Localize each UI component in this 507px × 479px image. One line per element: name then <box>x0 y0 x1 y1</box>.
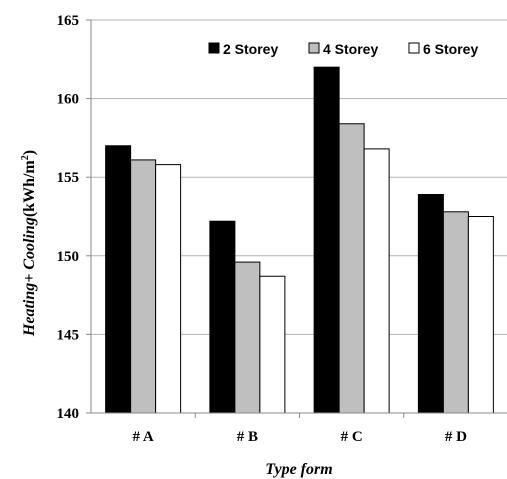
y-tick-label: 140 <box>57 406 80 422</box>
y-tick-label: 150 <box>57 249 80 265</box>
bar-4-3 <box>467 216 494 414</box>
bar-3-1 <box>313 66 340 414</box>
bar-1-1 <box>105 145 132 414</box>
legend-swatch <box>208 42 220 54</box>
bars <box>105 66 494 414</box>
y-axis-title: Heating+ Cooling(kWh/m2) <box>20 150 38 337</box>
y-tick-label: 160 <box>57 92 80 108</box>
x-tick-label: # A <box>132 429 153 445</box>
y-axis-title-quantity: Heating+ Cooling <box>21 217 38 337</box>
y-tick-label: 155 <box>57 170 80 186</box>
bar-3-2 <box>338 123 365 414</box>
bar-3-3 <box>363 148 390 414</box>
y-tick-label: 145 <box>57 327 80 343</box>
y-axis-title-superscript: 2 <box>20 155 31 160</box>
legend-swatch <box>408 42 420 54</box>
x-tick-label: # B <box>237 429 258 445</box>
x-tick-labels: # A # B # C # D <box>132 429 467 445</box>
x-tick-label: # D <box>445 429 467 445</box>
x-axis-title: Type form <box>265 461 332 478</box>
y-axis-title-close: ) <box>21 150 38 155</box>
x-tick-label: # C <box>341 429 363 445</box>
bar-1-3 <box>155 164 182 414</box>
legend-label: 2 Storey <box>223 41 278 57</box>
axes <box>86 19 507 418</box>
y-tick-label: 165 <box>57 13 80 29</box>
bar-2-2 <box>234 261 261 414</box>
legend-swatch <box>308 42 320 54</box>
y-tick-labels: 140 145 150 155 160 165 <box>57 13 80 422</box>
bar-2-1 <box>209 220 236 414</box>
legend: 2 Storey 4 Storey 6 Storey <box>208 41 478 57</box>
bar-2-3 <box>259 275 286 414</box>
bar-1-2 <box>130 159 157 414</box>
y-axis-title-unit: (kWh/m <box>21 160 38 218</box>
legend-label: 6 Storey <box>423 41 478 57</box>
legend-label: 4 Storey <box>323 41 378 57</box>
bar-4-1 <box>417 193 444 414</box>
bar-4-2 <box>442 211 469 414</box>
